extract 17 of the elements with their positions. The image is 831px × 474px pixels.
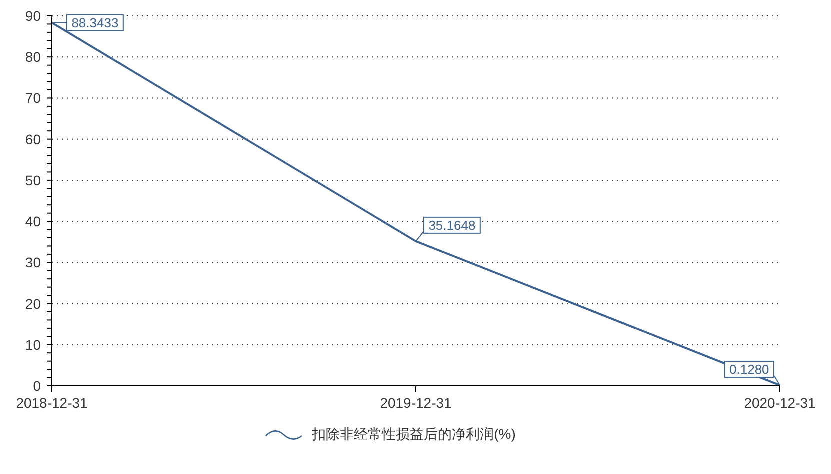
legend-label: 扣除非经常性损益后的净利润(%)	[312, 426, 516, 444]
y-tick-label: 60	[25, 131, 42, 148]
x-tick-label: 2019-12-31	[380, 395, 452, 411]
data-label: 88.3433	[72, 15, 119, 30]
x-tick-label: 2018-12-31	[16, 395, 88, 411]
y-tick-label: 80	[25, 49, 42, 66]
y-tick-label: 90	[25, 8, 42, 24]
y-tick-label: 70	[25, 90, 42, 106]
y-tick-label: 10	[25, 336, 42, 353]
data-label: 0.1280	[730, 362, 770, 377]
x-tick-label: 2020-12-31	[744, 395, 816, 411]
y-tick-label: 50	[25, 172, 42, 188]
y-tick-label: 30	[25, 254, 42, 271]
y-tick-label: 20	[25, 296, 42, 312]
data-label: 35.1648	[428, 218, 476, 233]
y-tick-label: 40	[25, 214, 42, 230]
y-tick-label: 0	[33, 378, 42, 394]
